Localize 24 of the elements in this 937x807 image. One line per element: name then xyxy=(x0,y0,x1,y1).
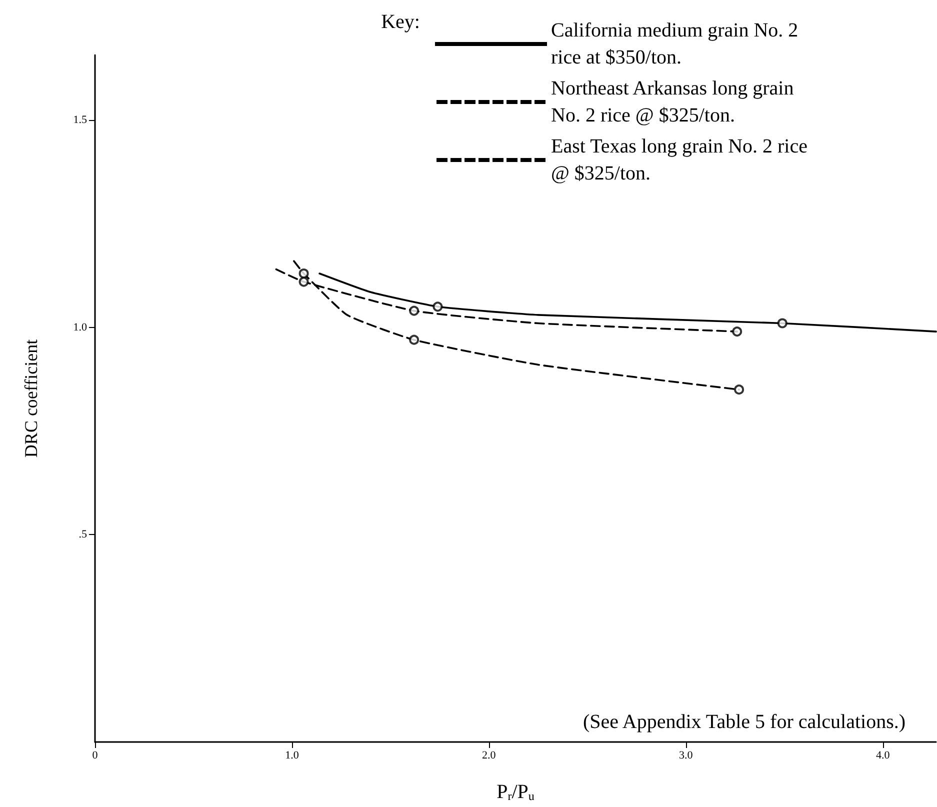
annotation: (See Appendix Table 5 for calculations.) xyxy=(582,711,906,733)
y-tick-label: 1.5 xyxy=(73,114,88,126)
point xyxy=(777,318,788,328)
x-tick-label: 0 xyxy=(92,750,98,762)
y-axis-title: DRC coefficient xyxy=(21,339,41,458)
y-tick-label: 1.0 xyxy=(73,321,88,334)
x-tick-label: 1.0 xyxy=(285,750,300,762)
x-axis-title: Pr/Pu xyxy=(496,781,534,803)
point xyxy=(298,268,309,278)
point xyxy=(732,326,742,337)
point xyxy=(432,302,443,312)
point xyxy=(409,306,420,316)
x-tick-label: 4.0 xyxy=(876,750,890,762)
legend-label: California medium grain No. 2 rice at $350/ton. xyxy=(551,20,804,68)
point xyxy=(734,384,744,395)
line-series xyxy=(318,272,937,332)
x-tick-label: 2.0 xyxy=(482,750,496,762)
legend-label: East Texas long grain No. 2 rice @ $325/ton. xyxy=(551,136,812,184)
y-tick-label: .5 xyxy=(78,528,88,541)
x-tick-label: 3.0 xyxy=(678,750,694,762)
point xyxy=(409,334,420,345)
point xyxy=(298,276,309,287)
legend-title: Key: xyxy=(381,11,420,33)
legend-label: Northeast Arkansas long grain No. 2 rice @ $325/ton. xyxy=(551,78,799,126)
